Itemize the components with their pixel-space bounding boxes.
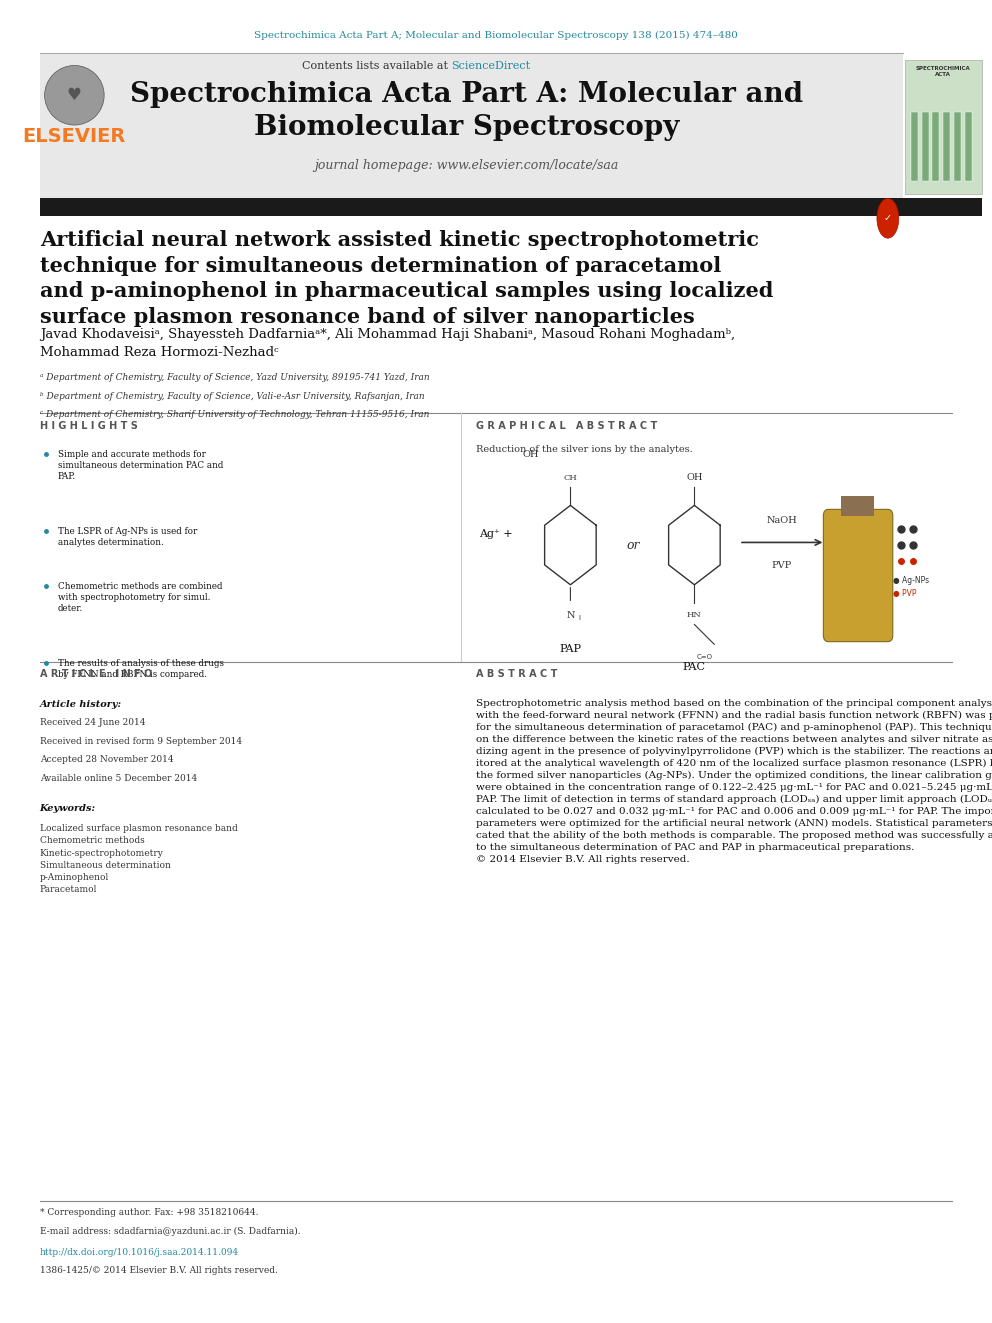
Bar — [911, 112, 918, 181]
Text: Reduction of the silver ions by the analytes.: Reduction of the silver ions by the anal… — [476, 445, 692, 454]
Text: PVP: PVP — [772, 561, 792, 570]
Bar — [943, 112, 950, 181]
Bar — [954, 112, 961, 181]
Text: NaOH: NaOH — [767, 516, 797, 525]
Bar — [922, 112, 929, 181]
Bar — [40, 53, 903, 201]
Text: Accepted 28 November 2014: Accepted 28 November 2014 — [40, 755, 174, 765]
Text: Artificial neural network assisted kinetic spectrophotometric
technique for simu: Artificial neural network assisted kinet… — [40, 230, 773, 327]
Text: Simple and accurate methods for
simultaneous determination PAC and
PAP.: Simple and accurate methods for simultan… — [58, 450, 223, 482]
Text: Spectrochimica Acta Part A; Molecular and Biomolecular Spectroscopy 138 (2015) 4: Spectrochimica Acta Part A; Molecular an… — [254, 30, 738, 40]
Text: * Corresponding author. Fax: +98 3518210644.: * Corresponding author. Fax: +98 3518210… — [40, 1208, 258, 1217]
Text: ✓: ✓ — [884, 213, 892, 224]
Text: ● PVP: ● PVP — [893, 589, 917, 598]
Text: SPECTROCHIMICA
ACTA: SPECTROCHIMICA ACTA — [916, 66, 971, 77]
Text: HN: HN — [687, 611, 701, 619]
Text: Ag⁺ +: Ag⁺ + — [479, 529, 513, 540]
Text: Received in revised form 9 September 2014: Received in revised form 9 September 201… — [40, 737, 242, 746]
Text: The LSPR of Ag-NPs is used for
analytes determination.: The LSPR of Ag-NPs is used for analytes … — [58, 527, 196, 546]
Text: or: or — [626, 538, 640, 552]
Text: 1386-1425/© 2014 Elsevier B.V. All rights reserved.: 1386-1425/© 2014 Elsevier B.V. All right… — [40, 1266, 278, 1275]
Text: Contents lists available at: Contents lists available at — [302, 61, 451, 71]
Text: ᶜ Department of Chemistry, Sharif University of Technology, Tehran 11155-9516, I: ᶜ Department of Chemistry, Sharif Univer… — [40, 410, 430, 419]
Text: The results of analysis of these drugs
by FFNN and RBFN is compared.: The results of analysis of these drugs b… — [58, 659, 223, 679]
Text: ScienceDirect: ScienceDirect — [451, 61, 531, 71]
Text: ● Ag-NPs: ● Ag-NPs — [893, 576, 929, 585]
Text: ᵇ Department of Chemistry, Faculty of Science, Vali-e-Asr University, Rafsanjan,: ᵇ Department of Chemistry, Faculty of Sc… — [40, 392, 425, 401]
Text: CrossMark: CrossMark — [910, 206, 949, 214]
Text: journal homepage: www.elsevier.com/locate/saa: journal homepage: www.elsevier.com/locat… — [314, 159, 618, 172]
Text: l: l — [578, 615, 580, 622]
Ellipse shape — [45, 65, 104, 124]
Text: Available online 5 December 2014: Available online 5 December 2014 — [40, 774, 197, 783]
Text: Chemometric methods are combined
with spectrophotometry for simul.
deter.: Chemometric methods are combined with sp… — [58, 582, 222, 614]
Bar — [932, 112, 939, 181]
Text: ♥: ♥ — [67, 86, 81, 105]
Text: http://dx.doi.org/10.1016/j.saa.2014.11.094: http://dx.doi.org/10.1016/j.saa.2014.11.… — [40, 1248, 239, 1257]
Text: ᵃ Department of Chemistry, Faculty of Science, Yazd University, 89195-741 Yazd, : ᵃ Department of Chemistry, Faculty of Sc… — [40, 373, 430, 382]
Bar — [905, 60, 982, 194]
Text: Javad Khodaveisiᵃ, Shayessteh Dadfarniaᵃ*, Ali Mohammad Haji Shabaniᵃ, Masoud Ro: Javad Khodaveisiᵃ, Shayessteh Dadfarniaᵃ… — [40, 328, 735, 359]
Text: PAC: PAC — [682, 662, 706, 672]
Text: Article history:: Article history: — [40, 700, 122, 709]
Text: E-mail address: sdadfarnia@yazduni.ac.ir (S. Dadfarnia).: E-mail address: sdadfarnia@yazduni.ac.ir… — [40, 1226, 301, 1236]
Text: PAP: PAP — [559, 644, 581, 655]
Text: N: N — [566, 611, 574, 620]
Text: G R A P H I C A L   A B S T R A C T: G R A P H I C A L A B S T R A C T — [476, 421, 658, 431]
Text: ELSEVIER: ELSEVIER — [23, 127, 126, 146]
Text: Localized surface plasmon resonance band
Chemometric methods
Kinetic-spectrophot: Localized surface plasmon resonance band… — [40, 824, 237, 894]
Bar — [841, 496, 874, 516]
Text: C=O: C=O — [696, 654, 712, 660]
Bar — [40, 198, 982, 216]
Text: H I G H L I G H T S: H I G H L I G H T S — [40, 421, 138, 431]
Text: Keywords:: Keywords: — [40, 804, 96, 814]
Text: Spectrochimica Acta Part A: Molecular and
Biomolecular Spectroscopy: Spectrochimica Acta Part A: Molecular an… — [130, 81, 803, 142]
Bar — [965, 112, 972, 181]
Text: A B S T R A C T: A B S T R A C T — [476, 669, 558, 680]
Text: Received 24 June 2014: Received 24 June 2014 — [40, 718, 145, 728]
Text: CH: CH — [563, 474, 577, 482]
Ellipse shape — [877, 198, 899, 238]
Text: OH: OH — [686, 472, 702, 482]
FancyBboxPatch shape — [823, 509, 893, 642]
Text: A R T I C L E   I N F O: A R T I C L E I N F O — [40, 669, 152, 680]
Text: OH: OH — [523, 450, 539, 459]
Text: Spectrophotometric analysis method based on the combination of the principal com: Spectrophotometric analysis method based… — [476, 699, 992, 864]
